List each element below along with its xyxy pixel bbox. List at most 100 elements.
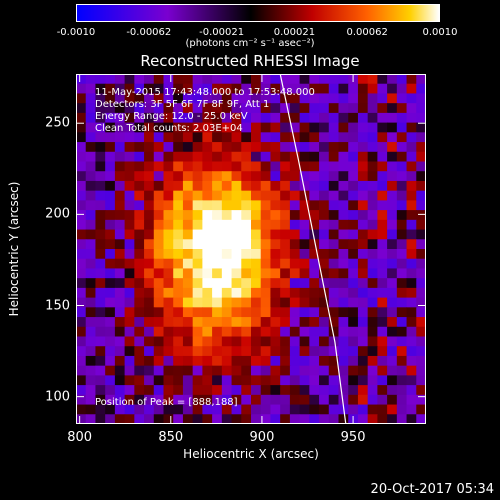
heatmap-cell xyxy=(319,219,330,231)
heatmap-cell xyxy=(95,122,106,133)
heatmap-cell xyxy=(357,375,369,386)
heatmap-cell xyxy=(114,404,126,415)
heatmap-cell xyxy=(387,161,398,172)
heatmap-cell xyxy=(270,336,281,347)
heatmap-cell xyxy=(251,355,262,367)
heatmap-cell xyxy=(85,112,97,124)
heatmap-cell xyxy=(416,375,426,386)
heatmap-cell xyxy=(134,142,145,153)
heatmap-cell xyxy=(416,132,426,143)
heatmap-cell xyxy=(319,287,330,299)
heatmap-cell xyxy=(105,268,116,279)
heatmap-cell xyxy=(357,249,369,260)
heatmap-cell xyxy=(251,229,262,240)
heatmap-cell xyxy=(153,239,165,250)
heatmap-cell xyxy=(387,103,398,114)
heatmap-cell xyxy=(280,268,291,279)
heatmap-cell xyxy=(396,355,408,367)
heatmap-cell xyxy=(406,122,417,133)
heatmap-cell xyxy=(76,375,87,386)
heatmap-cell xyxy=(85,249,97,260)
heatmap-cell xyxy=(144,112,155,124)
heatmap-cell xyxy=(114,278,126,289)
heatmap-cell xyxy=(114,336,126,347)
heatmap-cell xyxy=(163,249,174,260)
heatmap-cell xyxy=(241,161,252,172)
heatmap-cell xyxy=(338,180,349,192)
heatmap-cell xyxy=(328,375,340,386)
heatmap-cell xyxy=(202,122,213,133)
heatmap-cell xyxy=(270,210,281,221)
heatmap-cell xyxy=(299,229,310,240)
heatmap-cell xyxy=(348,365,359,376)
heatmap-cell xyxy=(114,346,126,357)
heatmap-cell xyxy=(338,74,349,85)
heatmap-cell xyxy=(212,385,223,396)
heatmap-cell xyxy=(348,287,359,299)
heatmap-cell xyxy=(231,394,242,406)
heatmap-cell xyxy=(202,171,213,182)
heatmap-cell xyxy=(309,171,320,182)
heatmap-cell xyxy=(270,161,281,172)
heatmap-cell xyxy=(231,258,242,270)
y-tick-label: 200 xyxy=(45,206,70,222)
heatmap-cell xyxy=(348,385,359,396)
heatmap-cell xyxy=(387,122,398,133)
heatmap-cell xyxy=(231,414,242,424)
heatmap-cell xyxy=(163,190,174,201)
heatmap-cell xyxy=(192,122,203,133)
heatmap-cell xyxy=(338,103,349,114)
heatmap-cell xyxy=(416,142,426,153)
heatmap-cell xyxy=(124,219,135,231)
heatmap-cell xyxy=(202,103,213,114)
heatmap-cell xyxy=(260,190,272,201)
heatmap-cell xyxy=(95,112,106,124)
heatmap-cell xyxy=(144,83,155,95)
heatmap-cell xyxy=(124,180,135,192)
heatmap-cell xyxy=(95,93,106,104)
heatmap-cell xyxy=(173,375,184,386)
heatmap-cell xyxy=(105,297,116,308)
heatmap-cell xyxy=(357,268,369,279)
heatmap-cell xyxy=(289,210,301,221)
heatmap-cell xyxy=(367,122,378,133)
heatmap-cell xyxy=(280,278,291,289)
heatmap-cell xyxy=(105,171,116,182)
heatmap-cell xyxy=(348,346,359,357)
heatmap-cell xyxy=(416,229,426,240)
y-tick-label: 100 xyxy=(45,389,70,405)
heatmap-cell xyxy=(241,355,252,367)
heatmap-cell xyxy=(212,112,223,124)
heatmap-cell xyxy=(416,239,426,250)
heatmap-cell xyxy=(231,83,242,95)
heatmap-cell xyxy=(144,161,155,172)
heatmap-cell xyxy=(173,239,184,250)
heatmap-cell xyxy=(270,258,281,270)
heatmap-cell xyxy=(144,74,155,85)
heatmap-cell xyxy=(76,297,87,308)
heatmap-cell xyxy=(357,161,369,172)
heatmap-cell xyxy=(144,210,155,221)
heatmap-cell xyxy=(416,287,426,299)
heatmap-cell xyxy=(357,83,369,95)
heatmap-cell xyxy=(338,346,349,357)
heatmap-cell xyxy=(416,414,426,424)
heatmap-cell xyxy=(357,112,369,124)
heatmap-cell xyxy=(299,239,310,250)
heatmap-cell xyxy=(76,219,87,231)
heatmap-cell xyxy=(153,161,165,172)
heatmap-cell xyxy=(251,307,262,318)
heatmap-cell xyxy=(367,200,378,211)
heatmap-cell xyxy=(95,171,106,182)
heatmap-cell xyxy=(406,394,417,406)
heatmap-cell xyxy=(406,210,417,221)
heatmap-cell xyxy=(367,278,378,289)
heatmap-cell xyxy=(328,268,340,279)
heatmap-cell xyxy=(338,394,349,406)
heatmap-cell xyxy=(251,317,262,328)
heatmap-cell xyxy=(173,142,184,153)
heatmap-cell xyxy=(173,394,184,406)
heatmap-cell xyxy=(134,404,145,415)
heatmap-cell xyxy=(192,346,203,357)
heatmap-cell xyxy=(192,317,203,328)
